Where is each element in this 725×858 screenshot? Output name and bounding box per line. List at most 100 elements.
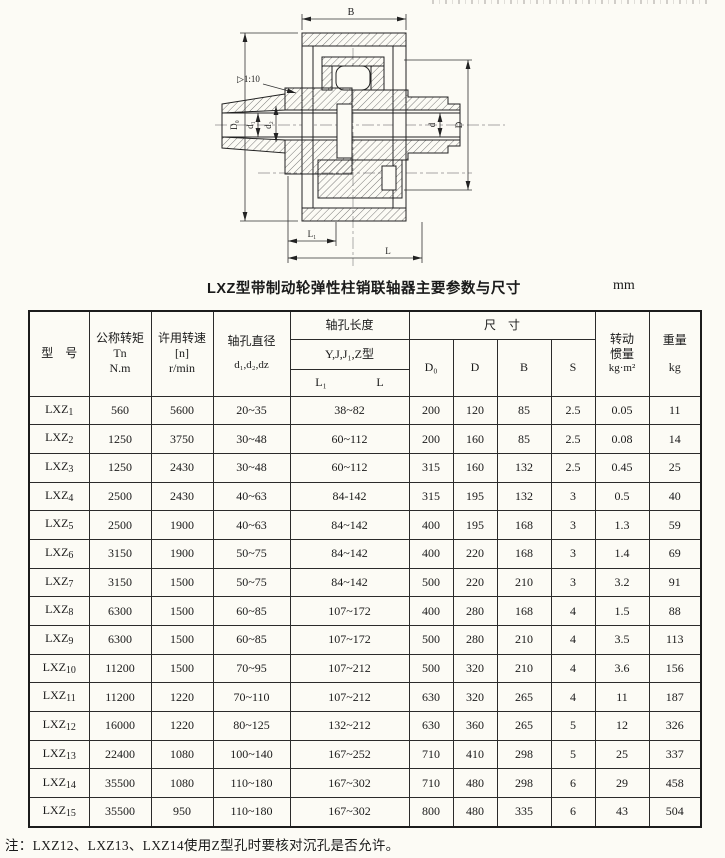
header-torque: 公称转矩Tn N.m <box>88 310 152 397</box>
value-cell: 1250 <box>88 424 152 454</box>
value-cell: 210 <box>496 653 552 684</box>
value-cell: 360 <box>452 711 498 741</box>
value-cell: 6300 <box>88 596 152 626</box>
value-cell: 84~142 <box>289 510 410 540</box>
value-cell: 1900 <box>150 538 214 569</box>
value-cell: 160 <box>452 424 498 454</box>
model-cell: LXZ2 <box>28 424 90 454</box>
value-cell: 168 <box>496 510 552 540</box>
value-cell: 220 <box>452 567 498 598</box>
value-cell: 84-142 <box>289 481 410 512</box>
value-cell: 3.5 <box>594 625 650 655</box>
right-half-coupling <box>351 89 461 161</box>
dim-label-d2: d₂ <box>263 121 273 129</box>
value-cell: 69 <box>648 538 702 569</box>
value-cell: 400 <box>408 596 454 626</box>
value-cell: 3150 <box>88 538 152 569</box>
dim-label-d: d <box>427 122 437 127</box>
value-cell: 40~63 <box>212 510 291 540</box>
value-cell: 458 <box>648 768 702 799</box>
value-cell: 2.5 <box>550 424 596 454</box>
value-cell: 3.2 <box>594 567 650 598</box>
value-cell: 60~112 <box>289 452 410 483</box>
value-cell: 167~302 <box>289 797 410 828</box>
value-cell: 5600 <box>150 395 214 426</box>
value-cell: 91 <box>648 567 702 598</box>
value-cell: 85 <box>496 395 552 426</box>
model-cell: LXZ11 <box>28 682 90 713</box>
model-cell: LXZ5 <box>28 510 90 540</box>
value-cell: 167~252 <box>289 739 410 770</box>
model-cell: LXZ6 <box>28 538 90 569</box>
model-cell: LXZ13 <box>28 739 90 770</box>
value-cell: 400 <box>408 538 454 569</box>
value-cell: 11200 <box>88 682 152 713</box>
value-cell: 107~172 <box>289 596 410 626</box>
value-cell: 1250 <box>88 452 152 483</box>
value-cell: 320 <box>452 682 498 713</box>
value-cell: 0.45 <box>594 452 650 483</box>
value-cell: 2.5 <box>550 395 596 426</box>
value-cell: 6 <box>550 797 596 828</box>
page-title: LXZ型带制动轮弹性柱销联轴器主要参数与尺寸 <box>207 281 521 297</box>
value-cell: 800 <box>408 797 454 828</box>
model-cell: LXZ15 <box>28 797 90 828</box>
value-cell: 59 <box>648 510 702 540</box>
taper-leader <box>262 83 297 94</box>
value-cell: 326 <box>648 711 702 741</box>
dim-label-dd: D <box>454 121 464 128</box>
value-cell: 500 <box>408 625 454 655</box>
value-cell: 30~48 <box>212 424 291 454</box>
header-length-group: 轴孔长度 <box>289 310 410 340</box>
value-cell: 84~142 <box>289 567 410 598</box>
value-cell: 4 <box>550 596 596 626</box>
value-cell: 280 <box>452 625 498 655</box>
table-row: LXZ8 6300 1500 60~85 107~172 400 280 168 4 1.5 88 <box>28 596 702 626</box>
value-cell: 265 <box>496 682 552 713</box>
value-cell: 30~48 <box>212 452 291 483</box>
value-cell: 2500 <box>88 510 152 540</box>
value-cell: 156 <box>648 653 702 684</box>
value-cell: 3 <box>550 538 596 569</box>
value-cell: 5 <box>550 711 596 741</box>
value-cell: 100~140 <box>212 739 291 770</box>
table-row: LXZ14 35500 1080 110~180 167~302 710 480 298 6 29… <box>28 768 702 799</box>
value-cell: 1500 <box>150 653 214 684</box>
value-cell: 3 <box>550 510 596 540</box>
value-cell: 6 <box>550 768 596 799</box>
value-cell: 710 <box>408 768 454 799</box>
parameter-table-wrap: 型 号 公称转矩Tn N.m 许用转速 [n] r/min 轴孔直径 d₁,d₂… <box>28 310 703 828</box>
value-cell: 1.5 <box>594 596 650 626</box>
table-row: LXZ12 16000 1220 80~125 132~212 630 360 265 5 12 3… <box>28 711 702 741</box>
value-cell: 0.08 <box>594 424 650 454</box>
header-dim-s: S <box>550 338 596 397</box>
model-cell: LXZ3 <box>28 452 90 483</box>
value-cell: 220 <box>452 538 498 569</box>
model-cell: LXZ12 <box>28 711 90 741</box>
value-cell: 1080 <box>150 768 214 799</box>
value-cell: 107~212 <box>289 682 410 713</box>
value-cell: 35500 <box>88 768 152 799</box>
header-model: 型 号 <box>28 310 90 397</box>
value-cell: 480 <box>452 797 498 828</box>
taper-label: ▷1:10 <box>237 74 260 84</box>
title-bar: LXZ型带制动轮弹性柱销联轴器主要参数与尺寸 mm <box>0 277 725 297</box>
value-cell: 2.5 <box>550 452 596 483</box>
value-cell: 107~172 <box>289 625 410 655</box>
value-cell: 3750 <box>150 424 214 454</box>
value-cell: 710 <box>408 739 454 770</box>
value-cell: 480 <box>452 768 498 799</box>
table-row: LXZ15 35500 950 110~180 167~302 800 480 335 6 43 5… <box>28 797 702 828</box>
value-cell: 80~125 <box>212 711 291 741</box>
model-cell: LXZ7 <box>28 567 90 598</box>
table-row: LXZ9 6300 1500 60~85 107~172 500 280 210 4 3.5 113 <box>28 625 702 655</box>
header-inertia: 转动 惯量 kg·m² <box>594 310 650 397</box>
value-cell: 11200 <box>88 653 152 684</box>
header-dims-group: 尺 寸 <box>408 310 596 340</box>
value-cell: 315 <box>408 481 454 512</box>
header-length-types: Y,J,J₁,Z型 <box>289 338 410 370</box>
dim-label-d0: D₀ <box>229 120 239 130</box>
value-cell: 107~212 <box>289 653 410 684</box>
value-cell: 11 <box>594 682 650 713</box>
value-cell: 504 <box>648 797 702 828</box>
